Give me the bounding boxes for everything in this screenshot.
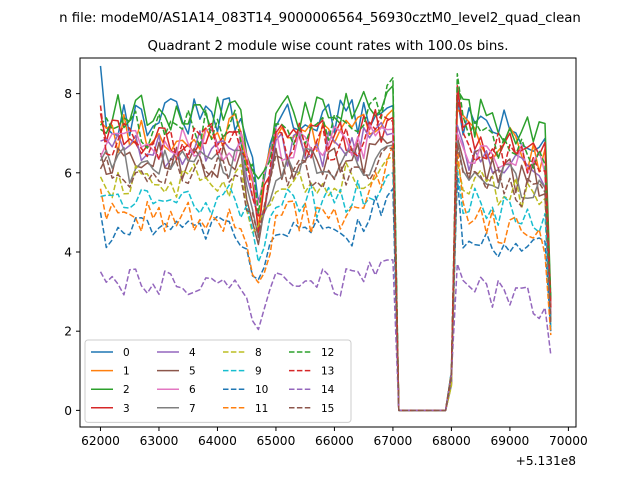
x-offset-label: +5.131e8 (516, 454, 576, 468)
x-tick-label: 66000 (315, 434, 354, 448)
legend-label-7: 7 (189, 403, 196, 415)
series-line-7 (99, 140, 552, 412)
legend-label-0: 0 (123, 347, 130, 359)
legend-label-14: 14 (321, 384, 335, 396)
chart-title: Quadrant 2 module wise count rates with … (148, 39, 509, 54)
legend-label-4: 4 (189, 347, 196, 359)
y-tick-label: 4 (64, 246, 72, 260)
series-line-14 (99, 259, 552, 412)
legend-label-3: 3 (123, 403, 130, 415)
series-line-9 (100, 168, 552, 412)
x-tick-label: 67000 (374, 434, 413, 448)
x-tick-label: 64000 (198, 434, 237, 448)
legend-label-2: 2 (123, 384, 130, 396)
series-line-8 (99, 156, 552, 412)
series-lines (99, 65, 552, 412)
y-tick-label: 2 (64, 325, 72, 339)
legend-label-13: 13 (321, 366, 334, 378)
legend-box (84, 339, 352, 423)
legend-label-12: 12 (321, 347, 334, 359)
legend-label-10: 10 (255, 384, 268, 396)
legend-label-8: 8 (255, 347, 262, 359)
series-line-6 (99, 123, 552, 412)
legend-label-5: 5 (189, 366, 196, 378)
series-line-2 (100, 84, 552, 412)
legend-label-6: 6 (189, 384, 196, 396)
figure-suptitle: n file: modeM0/AS1A14_083T14_9000006564_… (59, 11, 581, 26)
x-tick-label: 68000 (432, 434, 471, 448)
y-tick-label: 0 (64, 404, 72, 418)
series-line-13 (99, 92, 552, 412)
series-line-15 (99, 144, 552, 412)
x-tick-label: 70000 (549, 434, 588, 448)
series-line-11 (99, 144, 552, 412)
legend-label-15: 15 (321, 403, 334, 415)
axes-frame (79, 57, 577, 428)
series-line-5 (99, 136, 552, 412)
y-tick-label: 6 (64, 166, 72, 180)
x-tick-label: 63000 (140, 434, 179, 448)
y-tick-label: 8 (64, 87, 72, 101)
legend-label-1: 1 (123, 366, 130, 378)
legend-label-9: 9 (255, 366, 262, 378)
x-axis-ticks: 62000 63000 64000 65000 66000 67000 68000 69000… (81, 427, 588, 448)
series-line-12 (99, 73, 552, 412)
x-tick-label: 69000 (491, 434, 530, 448)
legend-label-11: 11 (255, 403, 268, 415)
x-tick-label: 62000 (81, 434, 120, 448)
x-tick-label: 65000 (257, 434, 296, 448)
y-axis-ticks: 0 2 4 6 8 (64, 87, 80, 418)
